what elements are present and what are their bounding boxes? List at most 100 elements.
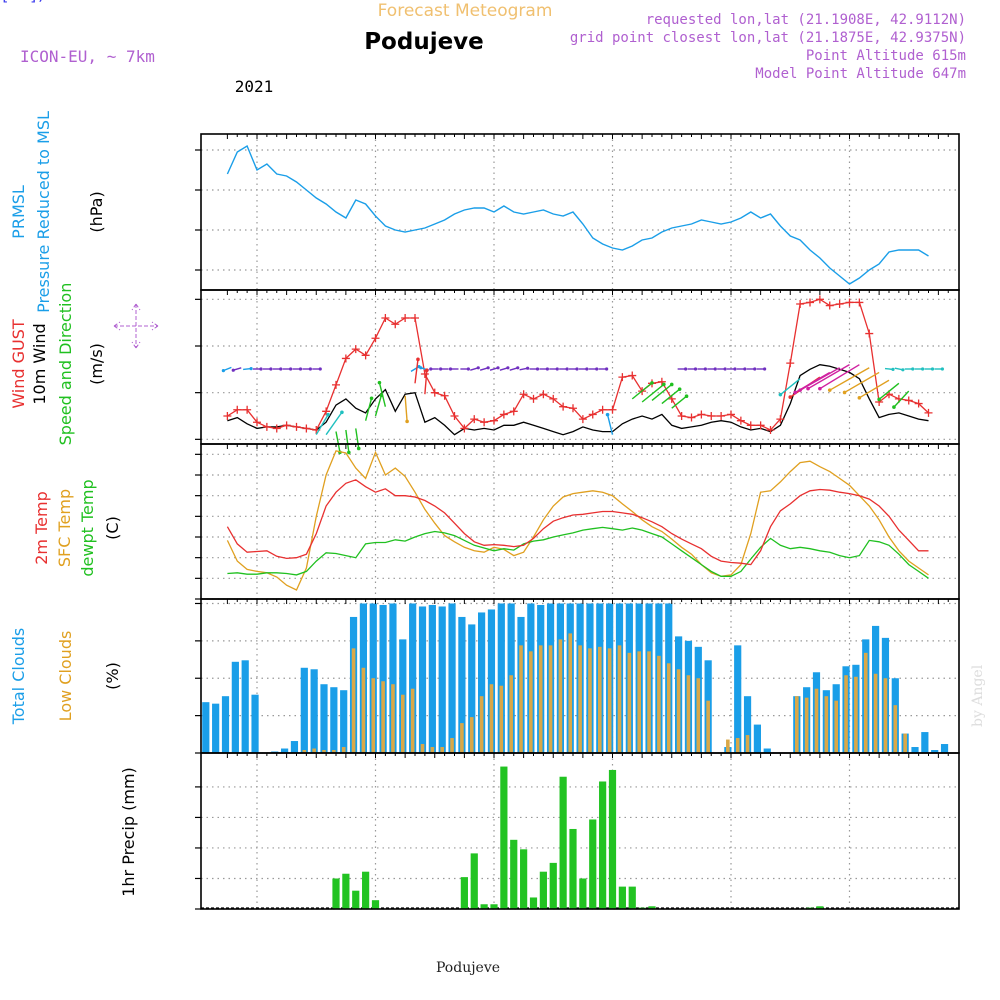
wind-arrow-head — [911, 367, 915, 371]
wind-arrow-head — [221, 369, 225, 373]
low-cloud-bar — [647, 651, 651, 753]
gust-marker — [707, 412, 716, 420]
wind-arrow-head — [506, 366, 510, 370]
gust-marker — [539, 390, 548, 399]
rain-bar — [559, 776, 567, 909]
wind-arrow-head — [857, 396, 862, 400]
wind-arrow-head — [677, 387, 682, 391]
rain-bar — [539, 871, 547, 909]
gust-marker — [569, 404, 577, 413]
wind-arrow-head — [425, 368, 429, 373]
wind-arrow-head — [289, 367, 293, 371]
wind-arrow-head — [605, 367, 609, 371]
gust-marker — [381, 314, 390, 322]
wind-arrow-head — [891, 367, 895, 371]
gust-marker — [835, 300, 844, 308]
pressure-axis-label: PRMSL — [9, 185, 28, 239]
top-time-label: 12Z — [0, 0, 15, 4]
wind-direction-arrow-large — [893, 390, 910, 408]
gust-marker — [282, 421, 291, 430]
gust-marker — [677, 412, 686, 420]
wind-arrow-head — [669, 382, 674, 387]
total-cloud-bar — [409, 603, 417, 753]
total-rain-label-b: Rain — [0, 0, 39, 4]
total-cloud-bar — [497, 603, 505, 753]
low-cloud-bar — [745, 735, 750, 753]
low-cloud-bar — [804, 697, 809, 753]
low-cloud-bar — [361, 667, 366, 753]
wind-arrow-head — [793, 390, 797, 395]
total-cloud-bar — [320, 684, 328, 753]
wind-arrow-head — [318, 367, 322, 371]
wind-arrow-head — [806, 386, 810, 391]
wind-direction-arrow-large — [844, 371, 880, 394]
gust-marker — [440, 391, 449, 400]
wind-unit-label: (m/s) — [87, 343, 106, 385]
top-time-label: 7JUN — [0, 0, 19, 4]
total-cloud-bar — [290, 741, 299, 753]
gust-marker — [401, 314, 410, 322]
compass-cross-icon — [113, 303, 159, 349]
wind-arrow-head — [326, 412, 330, 417]
wind-arrow-head — [429, 367, 433, 371]
compass-north: N — [0, 0, 4, 3]
top-time-label: 12Z — [0, 0, 15, 4]
gust-marker — [430, 388, 439, 397]
gust-marker — [223, 412, 232, 420]
low-cloud-bar — [607, 648, 612, 753]
product-title: Forecast Meteogram — [378, 1, 553, 21]
low-cloud-bar — [460, 723, 464, 753]
wind-direction-arrow-large — [325, 411, 343, 436]
total-cloud-bar — [300, 667, 308, 753]
rain-bar — [490, 904, 498, 909]
gust-axis-label: Wind GUST — [9, 319, 28, 409]
total-clouds-axis-label: Total Clouds — [9, 628, 28, 726]
gust-marker — [618, 373, 627, 382]
wind-arrow-head — [798, 388, 802, 392]
rain-bar — [470, 853, 478, 909]
snow-label: Snow/1h — [0, 0, 67, 4]
wind-arrow-head — [842, 390, 847, 395]
wind-direction-arrow-large — [345, 429, 350, 453]
wind-arrow-head — [778, 392, 783, 397]
rain-bar — [618, 886, 626, 909]
low-cloud-bar — [371, 678, 376, 753]
wind-direction-arrow-large — [404, 395, 408, 422]
gust-marker — [490, 416, 498, 425]
dewpoint-line — [227, 526, 929, 579]
point-altitude: Point Altitude 615m — [806, 48, 966, 64]
wind-axis-label: 10m Wind — [30, 323, 49, 404]
total-cloud-bar — [212, 703, 220, 753]
total-cloud-bar — [221, 696, 230, 753]
wind-direction-arrow-large — [779, 378, 801, 396]
wind-arrow-head — [703, 367, 707, 371]
low-cloud-bar — [854, 676, 858, 753]
wind-arrow-head — [535, 367, 540, 371]
gust-marker — [450, 412, 459, 420]
wind-arrow-head — [279, 367, 283, 371]
gust-marker — [470, 415, 479, 424]
gust-marker — [786, 359, 795, 368]
total-cloud-bar — [763, 748, 771, 753]
low-cloud-bar — [676, 669, 681, 753]
wind-arrow-head — [526, 366, 530, 370]
bottom-time-label: 00Z — [0, 0, 15, 4]
low-cloud-bar — [381, 681, 385, 753]
wind-arrow-head — [476, 366, 480, 370]
top-time-label: 00Z — [0, 0, 15, 4]
wind-arrow-head — [298, 367, 303, 371]
rain-bar — [510, 839, 518, 909]
bottom-time-label: 12Z — [0, 0, 15, 4]
wind-arrow-head — [347, 450, 351, 455]
gust-marker — [865, 329, 874, 338]
wind-arrow-head — [340, 410, 344, 415]
total-cloud-bar — [921, 732, 929, 753]
low-clouds-axis-label: Low Clouds — [56, 631, 75, 722]
low-cloud-bar — [814, 688, 819, 753]
wind-arrow-head — [575, 367, 579, 371]
low-cloud-bar — [430, 747, 435, 753]
wind-direction-arrow-large — [807, 364, 850, 390]
top-time-label: 6JUN — [0, 0, 19, 4]
location-title: Podujeve — [364, 29, 484, 55]
